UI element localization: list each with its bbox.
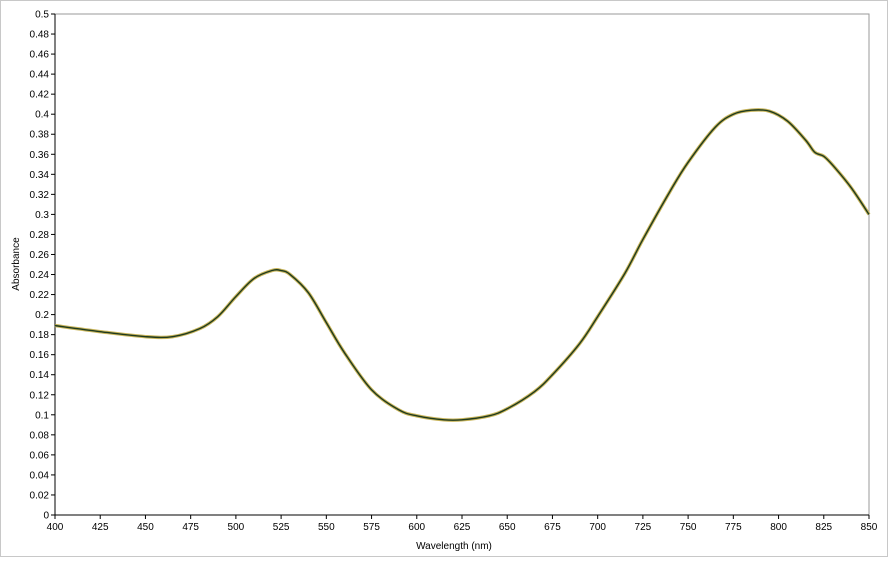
x-tick-label: 775: [725, 522, 742, 533]
x-tick-label: 400: [47, 522, 64, 533]
x-tick-label: 425: [92, 522, 109, 533]
x-tick-label: 500: [228, 522, 245, 533]
series-line: [54, 109, 870, 422]
plot-area: [54, 13, 870, 516]
x-tick-label: 600: [408, 522, 425, 533]
x-tick-label: 850: [861, 522, 878, 533]
y-tick-label: 0.04: [30, 470, 50, 481]
y-tick-label: 0.22: [30, 290, 50, 301]
y-tick-label: 0.2: [35, 310, 49, 321]
y-tick-label: 0.14: [30, 370, 50, 381]
y-tick-label: 0.32: [30, 190, 50, 201]
x-tick-label: 825: [815, 522, 832, 533]
x-tick-label: 700: [589, 522, 606, 533]
x-tick-label: 725: [635, 522, 652, 533]
x-tick-label: 675: [544, 522, 561, 533]
x-tick-label: 575: [363, 522, 380, 533]
x-tick-label: 800: [770, 522, 787, 533]
y-tick-label: 0.1: [35, 410, 49, 421]
y-tick-label: 0.02: [30, 490, 50, 501]
y-tick-label: 0.3: [35, 210, 49, 221]
y-tick-label: 0.48: [30, 30, 50, 41]
x-tick-label: 550: [318, 522, 335, 533]
y-tick-label: 0.4: [35, 110, 49, 121]
y-tick-label: 0.26: [30, 250, 50, 261]
x-tick-label: 475: [182, 522, 199, 533]
y-tick-label: 0.08: [30, 430, 50, 441]
x-tick-label: 650: [499, 522, 516, 533]
y-tick-label: 0.44: [30, 70, 50, 81]
y-axis-label: Absorbance: [11, 237, 22, 291]
x-tick-label: 625: [454, 522, 471, 533]
y-tick-label: 0.5: [35, 10, 49, 21]
y-tick-label: 0.06: [30, 450, 50, 461]
y-tick-label: 0.38: [30, 130, 50, 141]
x-tick-label: 525: [273, 522, 290, 533]
y-tick-label: 0.34: [30, 170, 50, 181]
y-tick-label: 0.46: [30, 50, 50, 61]
x-tick-label: 750: [680, 522, 697, 533]
y-tick-label: 0.12: [30, 390, 50, 401]
y-tick-label: 0.42: [30, 90, 50, 101]
y-tick-label: 0: [43, 511, 49, 522]
y-tick-label: 0.18: [30, 330, 50, 341]
x-axis-label: Wavelength (nm): [416, 541, 492, 552]
y-tick-label: 0.24: [30, 270, 50, 281]
y-tick-label: 0.16: [30, 350, 50, 361]
x-tick-label: 450: [137, 522, 154, 533]
y-tick-label: 0.28: [30, 230, 50, 241]
y-tick-label: 0.36: [30, 150, 50, 161]
